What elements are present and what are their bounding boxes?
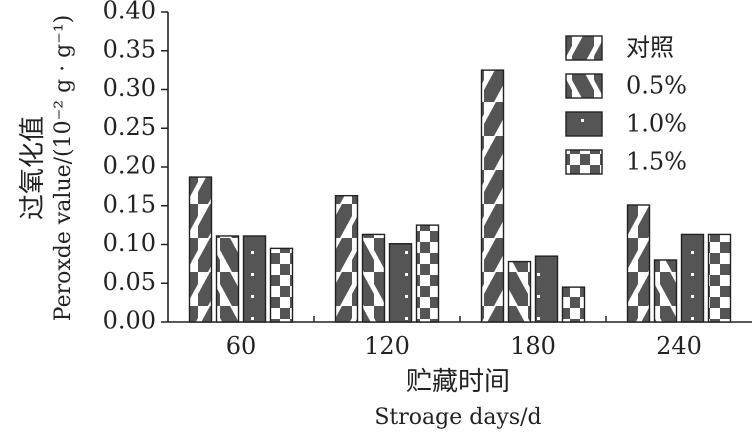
legend-label-3: 1.0% bbox=[626, 110, 687, 138]
y-axis-title-cn: 过氧化值 bbox=[18, 116, 48, 220]
x-tick-label: 180 bbox=[510, 332, 556, 360]
legend-label-1: 对照 bbox=[626, 34, 674, 62]
legend-swatch-4 bbox=[565, 149, 603, 175]
axes: 0.00 0.05 0.10 0.15 0.20 0.25 0.30 0.35 0.40 60 1… bbox=[103, 0, 752, 360]
y-tick-label: 0.00 bbox=[103, 307, 156, 335]
y-axis-title-en: Peroxde value/(10⁻² g · g⁻¹) bbox=[51, 15, 76, 321]
y-tick-label: 0.10 bbox=[103, 229, 156, 257]
bars bbox=[188, 69, 732, 323]
bar-180-2 bbox=[507, 260, 532, 323]
legend-label-4: 1.5% bbox=[626, 148, 687, 176]
bar-120-4 bbox=[415, 224, 440, 323]
x-tick-label: 120 bbox=[364, 332, 410, 360]
bar-240-1 bbox=[626, 204, 651, 323]
y-tick-label: 0.15 bbox=[103, 190, 156, 218]
bar-120-2 bbox=[361, 233, 386, 323]
bar-120-3 bbox=[388, 243, 413, 323]
x-axis-title-en: Stroage days/d bbox=[374, 405, 541, 430]
bar-240-2 bbox=[653, 259, 678, 323]
bar-240-3 bbox=[680, 233, 705, 323]
bar-60-1 bbox=[188, 176, 213, 323]
bar-60-4 bbox=[269, 247, 294, 323]
bar-180-4 bbox=[561, 286, 586, 323]
y-tick-label: 0.30 bbox=[103, 74, 156, 102]
x-axis-title-cn: 贮藏时间 bbox=[406, 367, 510, 397]
bar-120-1 bbox=[334, 194, 359, 323]
y-tick-label: 0.05 bbox=[103, 268, 156, 296]
bar-60-2 bbox=[215, 235, 240, 323]
legend-label-2: 0.5% bbox=[626, 72, 687, 100]
x-axis-title: 贮藏时间 Stroage days/d bbox=[374, 367, 541, 430]
legend: 对照 0.5% 1.0% 1.5% bbox=[565, 34, 687, 176]
y-tick-label: 0.25 bbox=[103, 113, 156, 141]
bar-240-4 bbox=[707, 233, 732, 323]
x-tick-label: 240 bbox=[656, 332, 702, 360]
y-tick-label: 0.20 bbox=[103, 152, 156, 180]
x-tick-label: 60 bbox=[226, 332, 257, 360]
y-tick-label: 0.35 bbox=[103, 35, 156, 63]
bar-180-1 bbox=[480, 69, 505, 323]
bar-60-3 bbox=[242, 235, 267, 323]
x-ticks: 60 120 180 240 bbox=[226, 316, 702, 360]
y-ticks: 0.00 0.05 0.10 0.15 0.20 0.25 0.30 0.35 0.40 bbox=[103, 0, 168, 335]
y-axis-title: 过氧化值 Peroxde value/(10⁻² g · g⁻¹) bbox=[18, 15, 76, 321]
y-tick-label: 0.40 bbox=[103, 0, 156, 25]
legend-swatch-2 bbox=[565, 73, 603, 99]
legend-swatch-3 bbox=[565, 111, 603, 137]
bar-180-3 bbox=[534, 255, 559, 323]
legend-swatch-1 bbox=[565, 35, 603, 61]
